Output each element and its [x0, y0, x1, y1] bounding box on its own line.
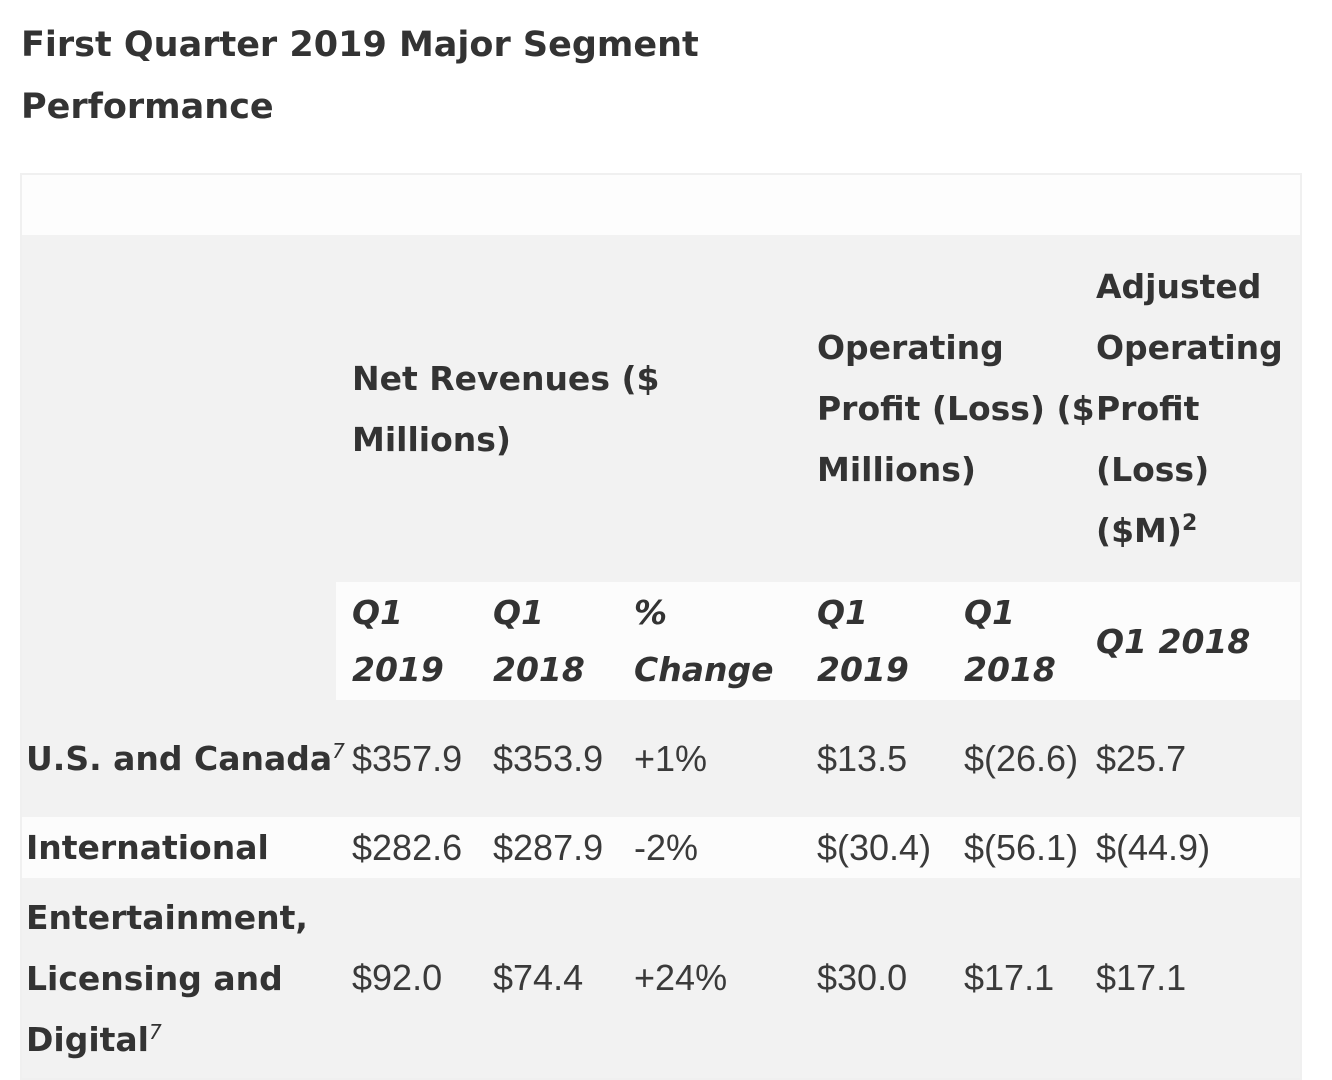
cell-value: $92.0	[351, 878, 492, 1078]
sub-header-blank	[22, 582, 336, 700]
table-row: Entertainment, Licensing and Digital7 $9…	[22, 878, 1300, 1078]
cell-value: $(26.6)	[952, 700, 1095, 817]
sub-header-row: Q1 2019 Q1 2018 % Change Q1 2019 Q1 2018…	[22, 582, 1300, 700]
cell-value: $(56.1)	[952, 817, 1095, 878]
header-adjusted-operating-profit: Adjusted Operating Profit (Loss) ($M)2	[1095, 235, 1300, 582]
sub-header-q1-2018-adj: Q1 2018	[1095, 582, 1300, 700]
cell-value: $(44.9)	[1095, 817, 1300, 878]
table-spacer-row	[22, 175, 1300, 235]
table-row: International $282.6 $287.9 -2% $(30.4) …	[22, 817, 1300, 878]
cell-value: +1%	[633, 700, 805, 817]
sub-header-pct-change: % Change	[633, 582, 805, 700]
segment-label: U.S. and Canada7	[22, 700, 351, 817]
cell-value: -2%	[633, 817, 805, 878]
cell-value: +24%	[633, 878, 805, 1078]
cell-value: $17.1	[952, 878, 1095, 1078]
cell-value: $17.1	[1095, 878, 1300, 1078]
sub-header-q1-2018-rev: Q1 2018	[492, 582, 633, 700]
segment-label: Entertainment, Licensing and Digital7	[22, 878, 351, 1078]
cell-value: $74.4	[492, 878, 633, 1078]
table-row: U.S. and Canada7 $357.9 $353.9 +1% $13.5…	[22, 700, 1300, 817]
footnote-7: 7	[149, 1019, 162, 1044]
header-net-revenues: Net Revenues ($ Millions)	[351, 235, 805, 582]
segment-header-blank	[22, 235, 351, 582]
page-title: First Quarter 2019 Major Segment Perform…	[21, 25, 699, 127]
footnote-7: 7	[332, 739, 345, 763]
cell-value: $25.7	[1095, 700, 1300, 817]
segment-performance-table: Net Revenues ($ Millions) Operating Prof…	[20, 173, 1302, 1080]
cell-value: $282.6	[351, 817, 492, 878]
footnote-2: 2	[1181, 511, 1198, 536]
sub-header-q1-2019-rev: Q1 2019	[351, 582, 492, 700]
group-header-row: Net Revenues ($ Millions) Operating Prof…	[22, 235, 1300, 582]
cell-value: $13.5	[805, 700, 952, 817]
cell-value: $357.9	[351, 700, 492, 817]
header-adjusted-text: Adjusted Operating Profit (Loss) ($M)	[1096, 267, 1283, 550]
cell-value: $30.0	[805, 878, 952, 1078]
sub-header-q1-2018-op: Q1 2018	[952, 582, 1095, 700]
header-operating-profit: Operating Profit (Loss) ($ Millions)	[805, 235, 1095, 582]
cell-value: $353.9	[492, 700, 633, 817]
segment-label: International	[22, 817, 351, 878]
cell-value: $287.9	[492, 817, 633, 878]
sub-header-q1-2019-op: Q1 2019	[805, 582, 952, 700]
cell-value: $(30.4)	[805, 817, 952, 878]
